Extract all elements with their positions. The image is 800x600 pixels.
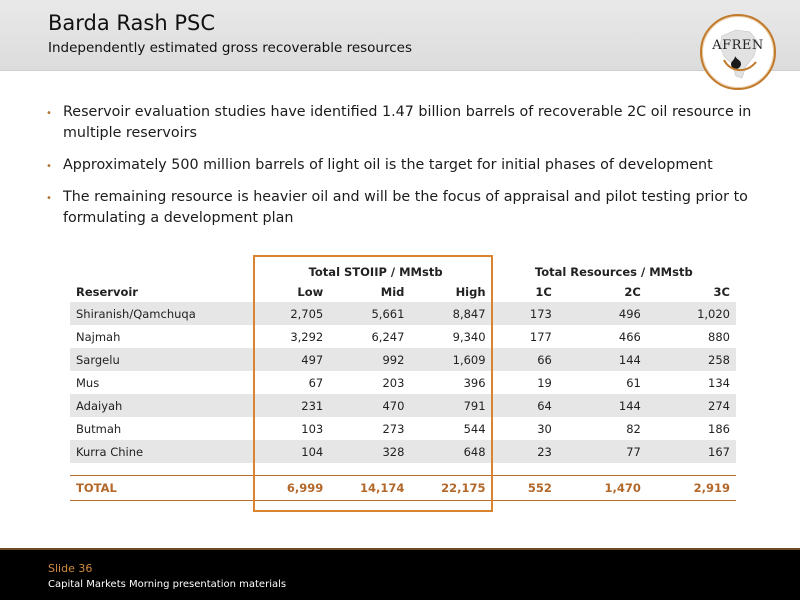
- cell-mid: 5,661: [329, 302, 411, 325]
- cell-1c: 177: [529, 329, 552, 344]
- cell-reservoir: Sargelu: [70, 348, 260, 371]
- cell-low: 2,705: [259, 302, 330, 325]
- cell-high: 544: [463, 421, 486, 436]
- cell-mid: 6,247: [371, 329, 405, 344]
- table-row: Najmah 3,292 6,247 9,340 177 466 880: [70, 325, 736, 348]
- cell-low: 3,292: [290, 329, 324, 344]
- group-header-resources: Total Resources / MMstb: [534, 265, 693, 279]
- cell-reservoir: Adaiyah: [70, 394, 260, 417]
- cell-2c: 61: [626, 375, 641, 390]
- cell-total-low: 6,999: [259, 475, 330, 501]
- bullet-item: Approximately 500 million barrels of lig…: [46, 155, 766, 177]
- slide-title: Barda Rash PSC: [48, 11, 215, 35]
- table-spacer-row: [70, 463, 736, 476]
- cell-mid: 470: [329, 394, 411, 417]
- cell-1c: 19: [537, 375, 552, 390]
- cell-high: 396: [463, 375, 486, 390]
- cell-low: 104: [259, 440, 330, 463]
- slide-subtitle: Independently estimated gross recoverabl…: [48, 40, 413, 56]
- cell-2c: 144: [557, 348, 647, 371]
- cell-high: 648: [410, 440, 492, 463]
- cell-low: 67: [308, 375, 324, 390]
- cell-total-2c: 1,470: [557, 475, 647, 501]
- cell-low: 103: [301, 421, 324, 436]
- cell-3c: 274: [646, 394, 736, 417]
- column-header-3c: 3C: [713, 285, 730, 299]
- cell-mid: 328: [329, 440, 411, 463]
- slide-footer: Slide 36 Capital Markets Morning present…: [0, 548, 800, 600]
- column-header-high: High: [455, 285, 486, 299]
- cell-3c: 167: [646, 440, 736, 463]
- table-total-row: TOTAL 6,999 14,174 22,175 552 1,470 2,91…: [70, 475, 736, 501]
- table-column-header-row: Reservoir Low Mid High 1C 2C 3C: [70, 282, 736, 302]
- bullet-item: The remaining resource is heavier oil an…: [46, 187, 766, 229]
- cell-high: 9,340: [452, 329, 486, 344]
- cell-high: 8,847: [410, 302, 492, 325]
- cell-total-high: 22,175: [410, 475, 492, 501]
- africa-map-icon: [719, 29, 759, 79]
- group-header-empty: [70, 262, 260, 282]
- cell-reservoir: Butmah: [76, 421, 122, 436]
- cell-high: 1,609: [410, 348, 492, 371]
- column-header-low: Low: [297, 285, 324, 299]
- cell-total-mid: 14,174: [329, 475, 411, 501]
- table-row: Butmah 103 273 544 30 82 186: [70, 417, 736, 440]
- cell-low: 231: [259, 394, 330, 417]
- oil-drop-icon: [731, 56, 741, 69]
- resources-table-wrapper: Total STOIIP / MMstb Total Resources / M…: [70, 262, 736, 501]
- column-header-mid: Mid: [380, 285, 405, 299]
- cell-3c: 258: [646, 348, 736, 371]
- cell-1c: 66: [491, 348, 558, 371]
- footer-caption: Capital Markets Morning presentation mat…: [48, 579, 287, 590]
- bullet-list: Reservoir evaluation studies have identi…: [46, 102, 766, 240]
- bullet-item: Reservoir evaluation studies have identi…: [46, 102, 766, 144]
- table-row: Sargelu 497 992 1,609 66 144 258: [70, 348, 736, 371]
- table-group-header-row: Total STOIIP / MMstb Total Resources / M…: [70, 262, 736, 282]
- column-header-reservoir: Reservoir: [76, 285, 138, 299]
- cell-3c: 1,020: [646, 302, 736, 325]
- cell-3c: 880: [708, 329, 730, 344]
- cell-reservoir: Kurra Chine: [70, 440, 260, 463]
- afren-logo: AFREN: [700, 14, 776, 90]
- footer-divider: [0, 548, 800, 550]
- cell-2c: 496: [557, 302, 647, 325]
- column-header-1c: 1C: [535, 285, 552, 299]
- cell-low: 497: [259, 348, 330, 371]
- cell-mid: 273: [382, 421, 405, 436]
- cell-total-3c: 2,919: [646, 475, 736, 501]
- column-header-2c: 2C: [624, 285, 641, 299]
- cell-2c: 144: [557, 394, 647, 417]
- cell-1c: 30: [537, 421, 552, 436]
- cell-2c: 77: [557, 440, 647, 463]
- cell-reservoir: Shiranish/Qamchuqa: [70, 302, 260, 325]
- cell-reservoir: Mus: [76, 375, 100, 390]
- resources-table: Total STOIIP / MMstb Total Resources / M…: [70, 262, 736, 501]
- cell-total-label: TOTAL: [70, 475, 260, 501]
- table-row: Kurra Chine 104 328 648 23 77 167: [70, 440, 736, 463]
- cell-1c: 64: [491, 394, 558, 417]
- group-header-stoiip: Total STOIIP / MMstb: [308, 265, 443, 279]
- cell-total-1c: 552: [491, 475, 558, 501]
- table-row: Shiranish/Qamchuqa 2,705 5,661 8,847 173…: [70, 302, 736, 325]
- cell-2c: 466: [618, 329, 641, 344]
- cell-3c: 134: [708, 375, 730, 390]
- cell-reservoir: Najmah: [76, 329, 121, 344]
- table-row: Adaiyah 231 470 791 64 144 274: [70, 394, 736, 417]
- cell-1c: 23: [491, 440, 558, 463]
- cell-2c: 82: [626, 421, 641, 436]
- cell-high: 791: [410, 394, 492, 417]
- cell-3c: 186: [708, 421, 730, 436]
- slide-header: Barda Rash PSC Independently estimated g…: [0, 0, 800, 71]
- cell-1c: 173: [491, 302, 558, 325]
- logo-text: AFREN: [712, 38, 764, 53]
- table-row: Mus 67 203 396 19 61 134: [70, 371, 736, 394]
- cell-mid: 203: [382, 375, 405, 390]
- cell-mid: 992: [329, 348, 411, 371]
- slide-number: Slide 36: [48, 562, 93, 575]
- spacer-cell: [70, 463, 736, 476]
